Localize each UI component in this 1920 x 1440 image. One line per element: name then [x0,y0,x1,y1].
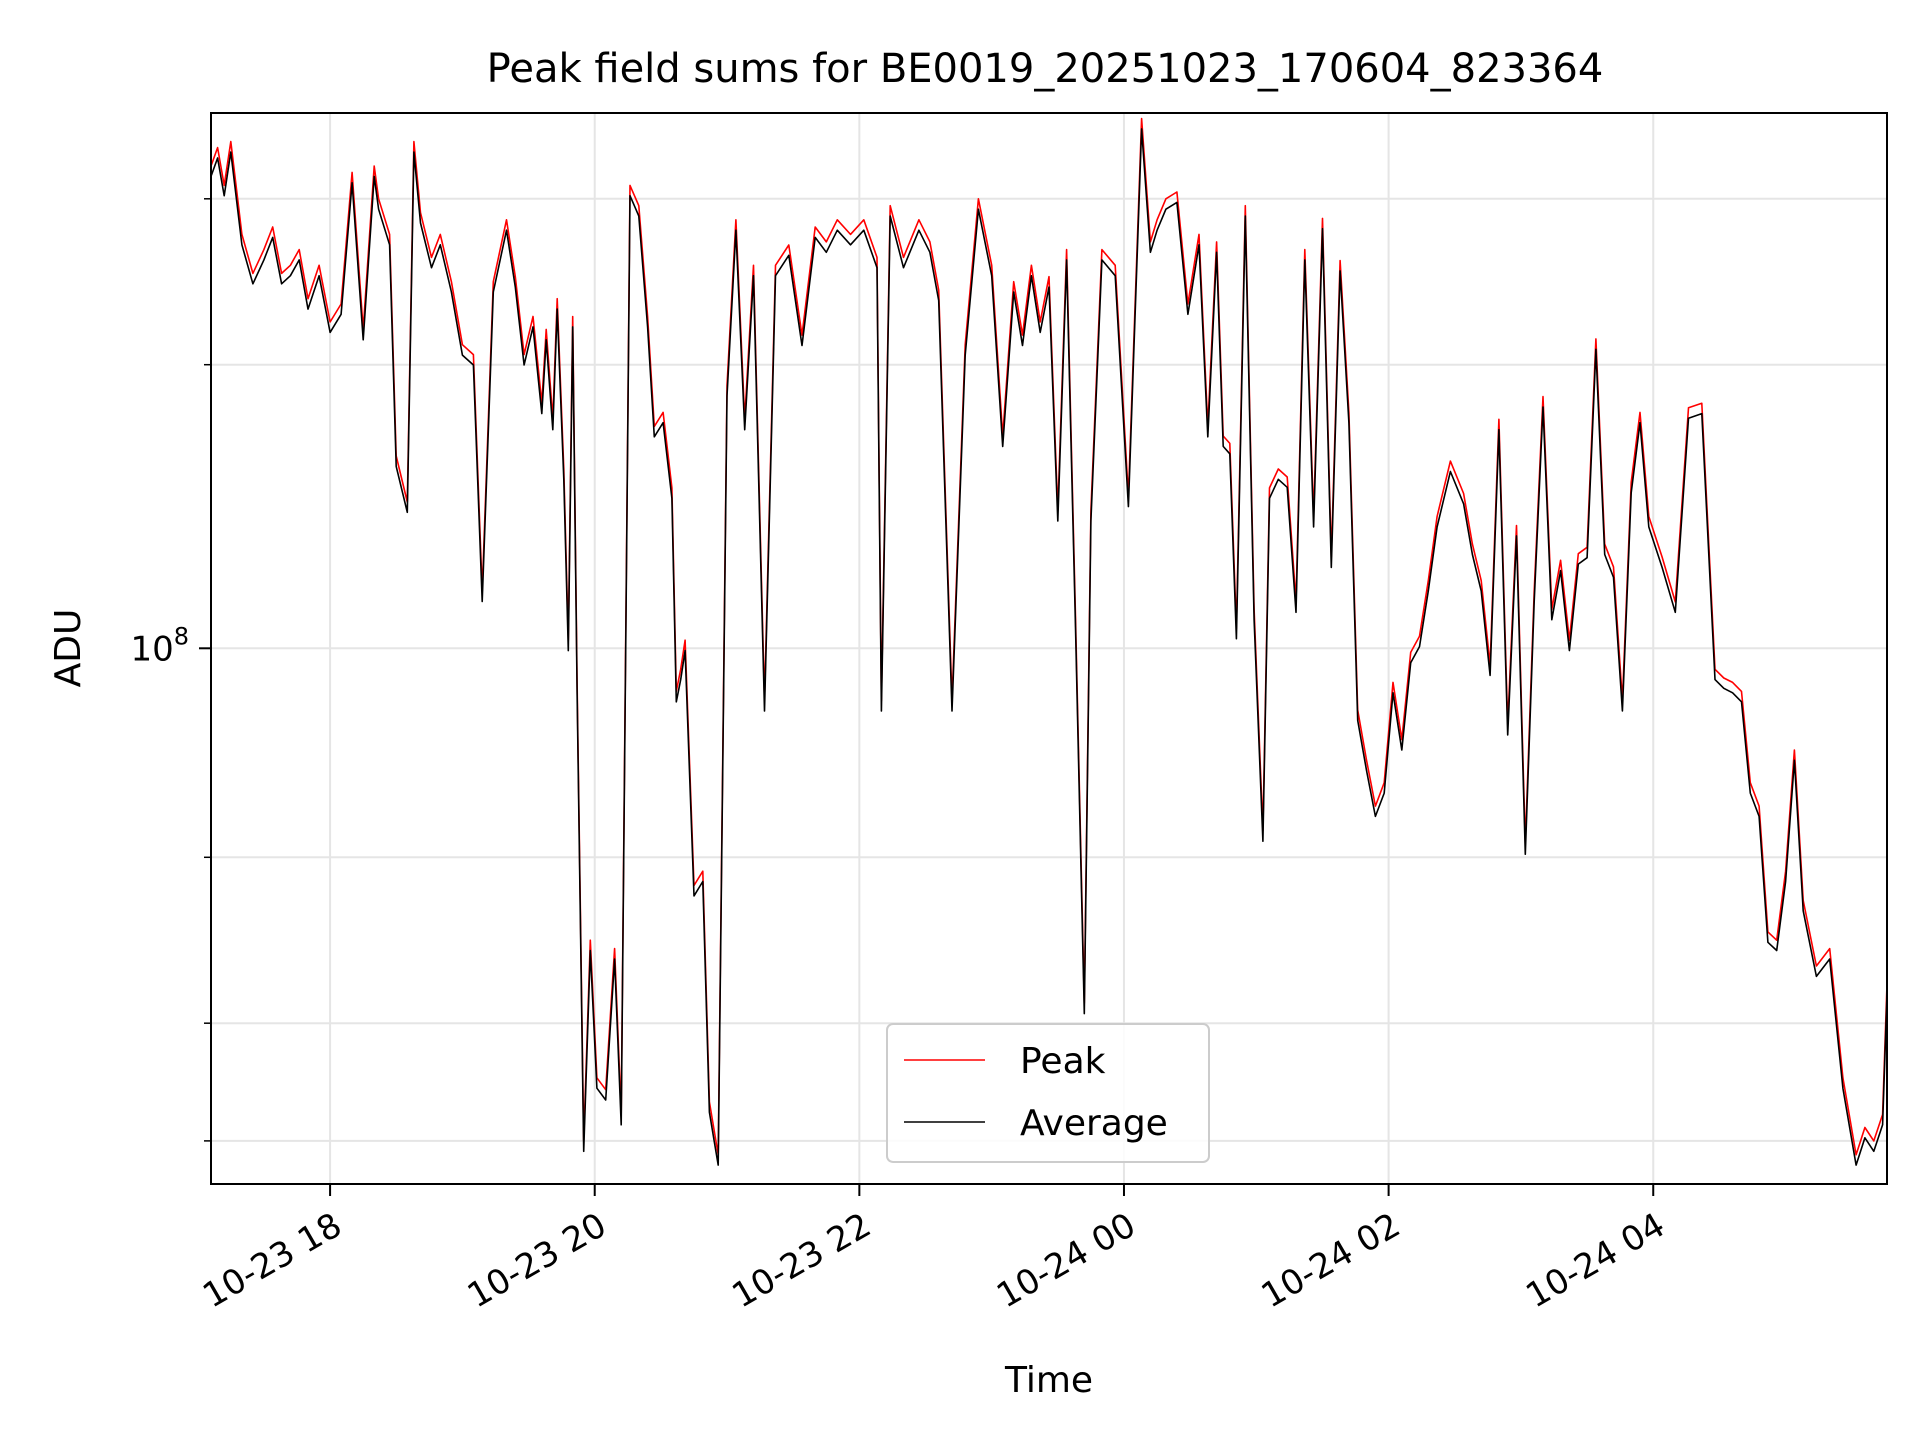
legend-average-label: Average [1020,1103,1168,1144]
x-axis-label: Time [1004,1360,1093,1401]
grid [211,113,1887,1184]
y-axis-ticks: 108 [130,198,211,1142]
legend: Peak Average [886,1023,1210,1163]
series-average-line [210,128,1888,1166]
y-axis-label: ADU [48,609,89,688]
legend-peak-label: Peak [1020,1041,1106,1082]
legend-box [886,1023,1210,1163]
y-tick-label: 108 [130,622,189,669]
chart-title: Peak field sums for BE0019_20251023_1706… [487,46,1604,92]
plot-area [210,117,1888,1166]
